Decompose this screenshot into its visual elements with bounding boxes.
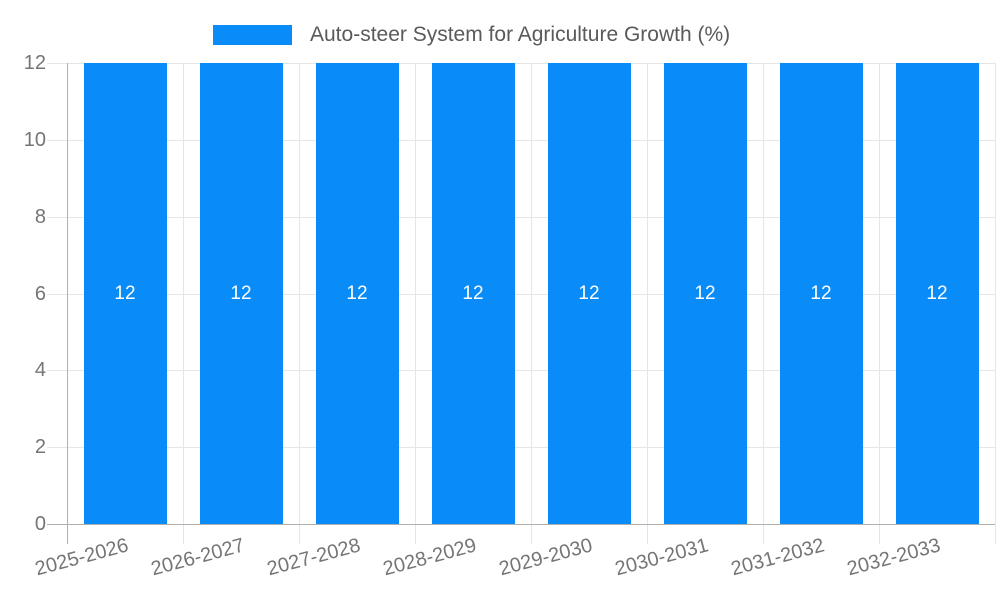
legend: Auto-steer System for Agriculture Growth… <box>0 0 1000 55</box>
y-gridline <box>47 63 995 64</box>
legend-label: Auto-steer System for Agriculture Growth… <box>310 23 731 46</box>
bar-value-label: 12 <box>230 283 252 304</box>
x-gridline <box>763 63 764 544</box>
y-gridline <box>47 447 995 448</box>
bar-value-label: 12 <box>114 283 136 304</box>
y-gridline <box>47 294 995 295</box>
bar-value-label: 12 <box>462 283 484 304</box>
x-tick-label: 2032-2033 <box>844 534 943 581</box>
y-axis-line <box>67 63 68 544</box>
bar-value-label: 12 <box>578 283 600 304</box>
bar-2031-2032 <box>779 63 863 524</box>
x-tick-label: 2028-2029 <box>380 534 479 581</box>
y-tick-label: 0 <box>34 513 46 535</box>
y-tick-label: 10 <box>23 129 46 151</box>
bar-value-label: 12 <box>346 283 368 304</box>
x-gridline <box>299 63 300 544</box>
y-tick-label: 8 <box>34 206 46 228</box>
bar-2025-2026 <box>83 63 167 524</box>
x-tick-label: 2030-2031 <box>612 534 711 581</box>
x-gridline <box>879 63 880 544</box>
bar-value-label: 12 <box>926 283 948 304</box>
x-tick-label: 2025-2026 <box>32 534 131 581</box>
y-tick-label: 12 <box>23 52 46 74</box>
x-tick-label: 2031-2032 <box>728 534 827 581</box>
x-gridline <box>531 63 532 544</box>
bar-value-label: 12 <box>694 283 716 304</box>
x-axis-line <box>47 524 995 525</box>
bar-2028-2029 <box>431 63 515 524</box>
bar-2027-2028 <box>315 63 399 524</box>
y-gridline <box>47 140 995 141</box>
bar-2032-2033 <box>895 63 979 524</box>
bar-2029-2030 <box>547 63 631 524</box>
y-tick-label: 4 <box>34 359 46 381</box>
x-gridline <box>995 63 996 544</box>
x-tick-label: 2026-2027 <box>148 534 247 581</box>
y-gridline <box>47 217 995 218</box>
x-gridline <box>183 63 184 544</box>
x-gridline <box>415 63 416 544</box>
y-tick-label: 2 <box>34 436 46 458</box>
x-tick-label: 2027-2028 <box>264 534 363 581</box>
legend-swatch <box>213 25 292 45</box>
bar-2030-2031 <box>663 63 747 524</box>
x-gridline <box>647 63 648 544</box>
bar-2026-2027 <box>199 63 283 524</box>
y-gridline <box>47 370 995 371</box>
y-tick-label: 6 <box>34 283 46 305</box>
x-tick-label: 2029-2030 <box>496 534 595 581</box>
bar-value-label: 12 <box>810 283 832 304</box>
